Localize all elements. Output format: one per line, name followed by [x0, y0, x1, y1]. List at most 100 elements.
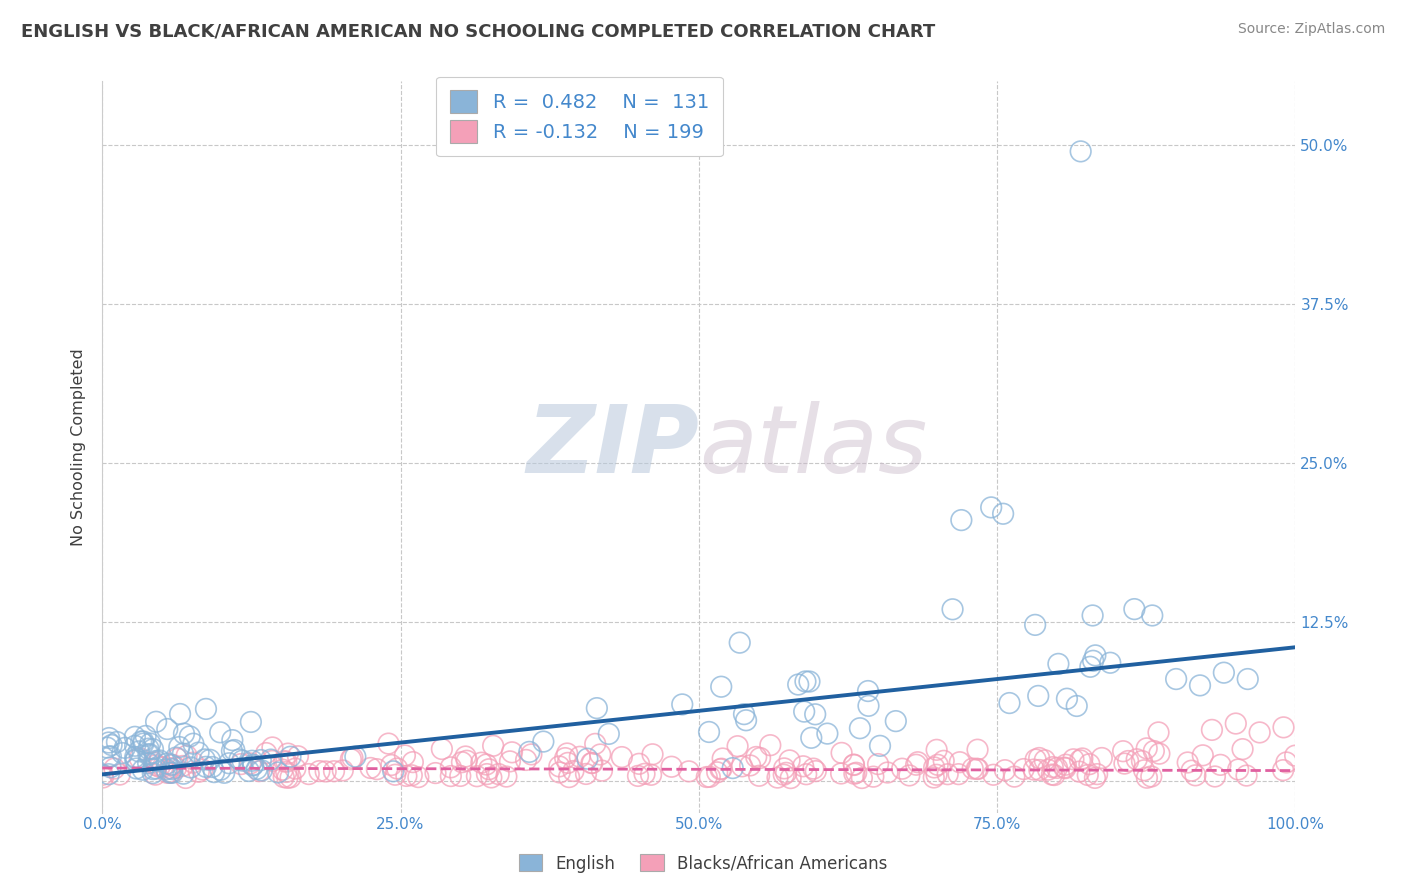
- Point: [124, 730, 146, 744]
- Point: [787, 677, 810, 691]
- Point: [709, 762, 731, 776]
- Point: [1249, 725, 1271, 739]
- Point: [1002, 770, 1025, 784]
- Point: [576, 752, 599, 766]
- Point: [221, 744, 243, 758]
- Point: [277, 747, 299, 761]
- Point: [308, 764, 330, 778]
- Point: [1227, 763, 1250, 777]
- Point: [591, 764, 613, 778]
- Point: [501, 745, 523, 759]
- Point: [520, 747, 543, 762]
- Point: [139, 737, 162, 751]
- Point: [332, 764, 354, 778]
- Point: [759, 738, 782, 752]
- Point: [699, 770, 721, 784]
- Point: [100, 749, 122, 764]
- Point: [284, 762, 307, 776]
- Point: [1136, 771, 1159, 785]
- Point: [515, 753, 537, 767]
- Point: [221, 733, 243, 747]
- Point: [156, 722, 179, 736]
- Text: Source: ZipAtlas.com: Source: ZipAtlas.com: [1237, 22, 1385, 37]
- Point: [180, 760, 202, 774]
- Point: [950, 513, 973, 527]
- Point: [745, 750, 768, 764]
- Point: [628, 756, 651, 771]
- Point: [97, 767, 120, 781]
- Point: [1142, 608, 1164, 623]
- Point: [142, 762, 165, 776]
- Point: [927, 757, 949, 772]
- Point: [640, 768, 662, 782]
- Point: [775, 765, 797, 780]
- Point: [554, 751, 576, 765]
- Point: [1236, 768, 1258, 782]
- Point: [905, 757, 928, 772]
- Point: [260, 753, 283, 767]
- Point: [779, 753, 801, 767]
- Point: [706, 765, 728, 780]
- Point: [793, 705, 815, 719]
- Point: [842, 758, 865, 772]
- Point: [1078, 660, 1101, 674]
- Point: [128, 744, 150, 758]
- Point: [1078, 757, 1101, 772]
- Point: [779, 771, 801, 785]
- Y-axis label: No Schooling Completed: No Schooling Completed: [72, 348, 86, 546]
- Point: [1125, 752, 1147, 766]
- Point: [1085, 767, 1108, 781]
- Point: [276, 771, 298, 785]
- Point: [849, 721, 872, 735]
- Point: [800, 731, 823, 745]
- Point: [1033, 753, 1056, 767]
- Point: [856, 684, 879, 698]
- Point: [129, 734, 152, 748]
- Point: [581, 756, 603, 770]
- Point: [941, 602, 963, 616]
- Legend: R =  0.482    N =  131, R = -0.132    N = 199: R = 0.482 N = 131, R = -0.132 N = 199: [436, 77, 723, 156]
- Point: [830, 766, 852, 780]
- Point: [948, 767, 970, 781]
- Point: [125, 762, 148, 776]
- Point: [482, 739, 505, 753]
- Point: [142, 766, 165, 780]
- Point: [165, 761, 187, 775]
- Point: [202, 765, 225, 780]
- Point: [598, 727, 620, 741]
- Point: [194, 760, 217, 774]
- Point: [229, 757, 252, 772]
- Point: [1042, 760, 1064, 774]
- Point: [1028, 751, 1050, 765]
- Point: [465, 769, 488, 783]
- Point: [402, 755, 425, 769]
- Point: [240, 754, 263, 768]
- Point: [267, 765, 290, 780]
- Point: [1272, 763, 1295, 777]
- Point: [360, 761, 382, 775]
- Point: [1099, 656, 1122, 670]
- Point: [794, 674, 817, 689]
- Point: [1056, 691, 1078, 706]
- Point: [1188, 678, 1211, 692]
- Point: [583, 737, 606, 751]
- Point: [568, 749, 591, 764]
- Point: [1272, 720, 1295, 734]
- Point: [1191, 748, 1213, 763]
- Point: [394, 748, 416, 763]
- Point: [1184, 768, 1206, 782]
- Point: [231, 754, 253, 768]
- Point: [159, 761, 181, 775]
- Point: [998, 696, 1021, 710]
- Point: [949, 756, 972, 770]
- Point: [772, 767, 794, 781]
- Point: [884, 714, 907, 728]
- Point: [160, 765, 183, 780]
- Point: [804, 764, 827, 778]
- Point: [209, 763, 232, 777]
- Point: [641, 747, 664, 762]
- Point: [408, 770, 430, 784]
- Point: [925, 768, 948, 782]
- Point: [262, 754, 284, 768]
- Point: [1043, 768, 1066, 782]
